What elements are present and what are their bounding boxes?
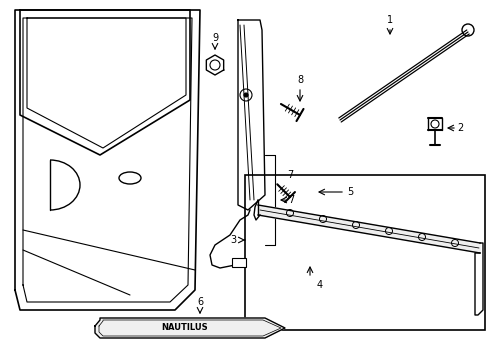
Text: 9: 9	[212, 33, 218, 43]
Text: 4: 4	[317, 280, 323, 290]
Text: 3: 3	[230, 235, 236, 245]
Circle shape	[244, 93, 248, 97]
Text: 7: 7	[287, 170, 293, 180]
Bar	[232, 258, 246, 267]
Text: 7: 7	[288, 195, 294, 205]
Text: 8: 8	[297, 75, 303, 85]
Text: 5: 5	[347, 187, 353, 197]
Text: 1: 1	[387, 15, 393, 25]
Text: 2: 2	[457, 123, 463, 133]
Polygon shape	[258, 205, 480, 253]
Bar	[245, 175, 485, 330]
Polygon shape	[95, 318, 285, 338]
Text: NAUTILUS: NAUTILUS	[162, 324, 208, 333]
Text: 6: 6	[197, 297, 203, 307]
Ellipse shape	[119, 172, 141, 184]
